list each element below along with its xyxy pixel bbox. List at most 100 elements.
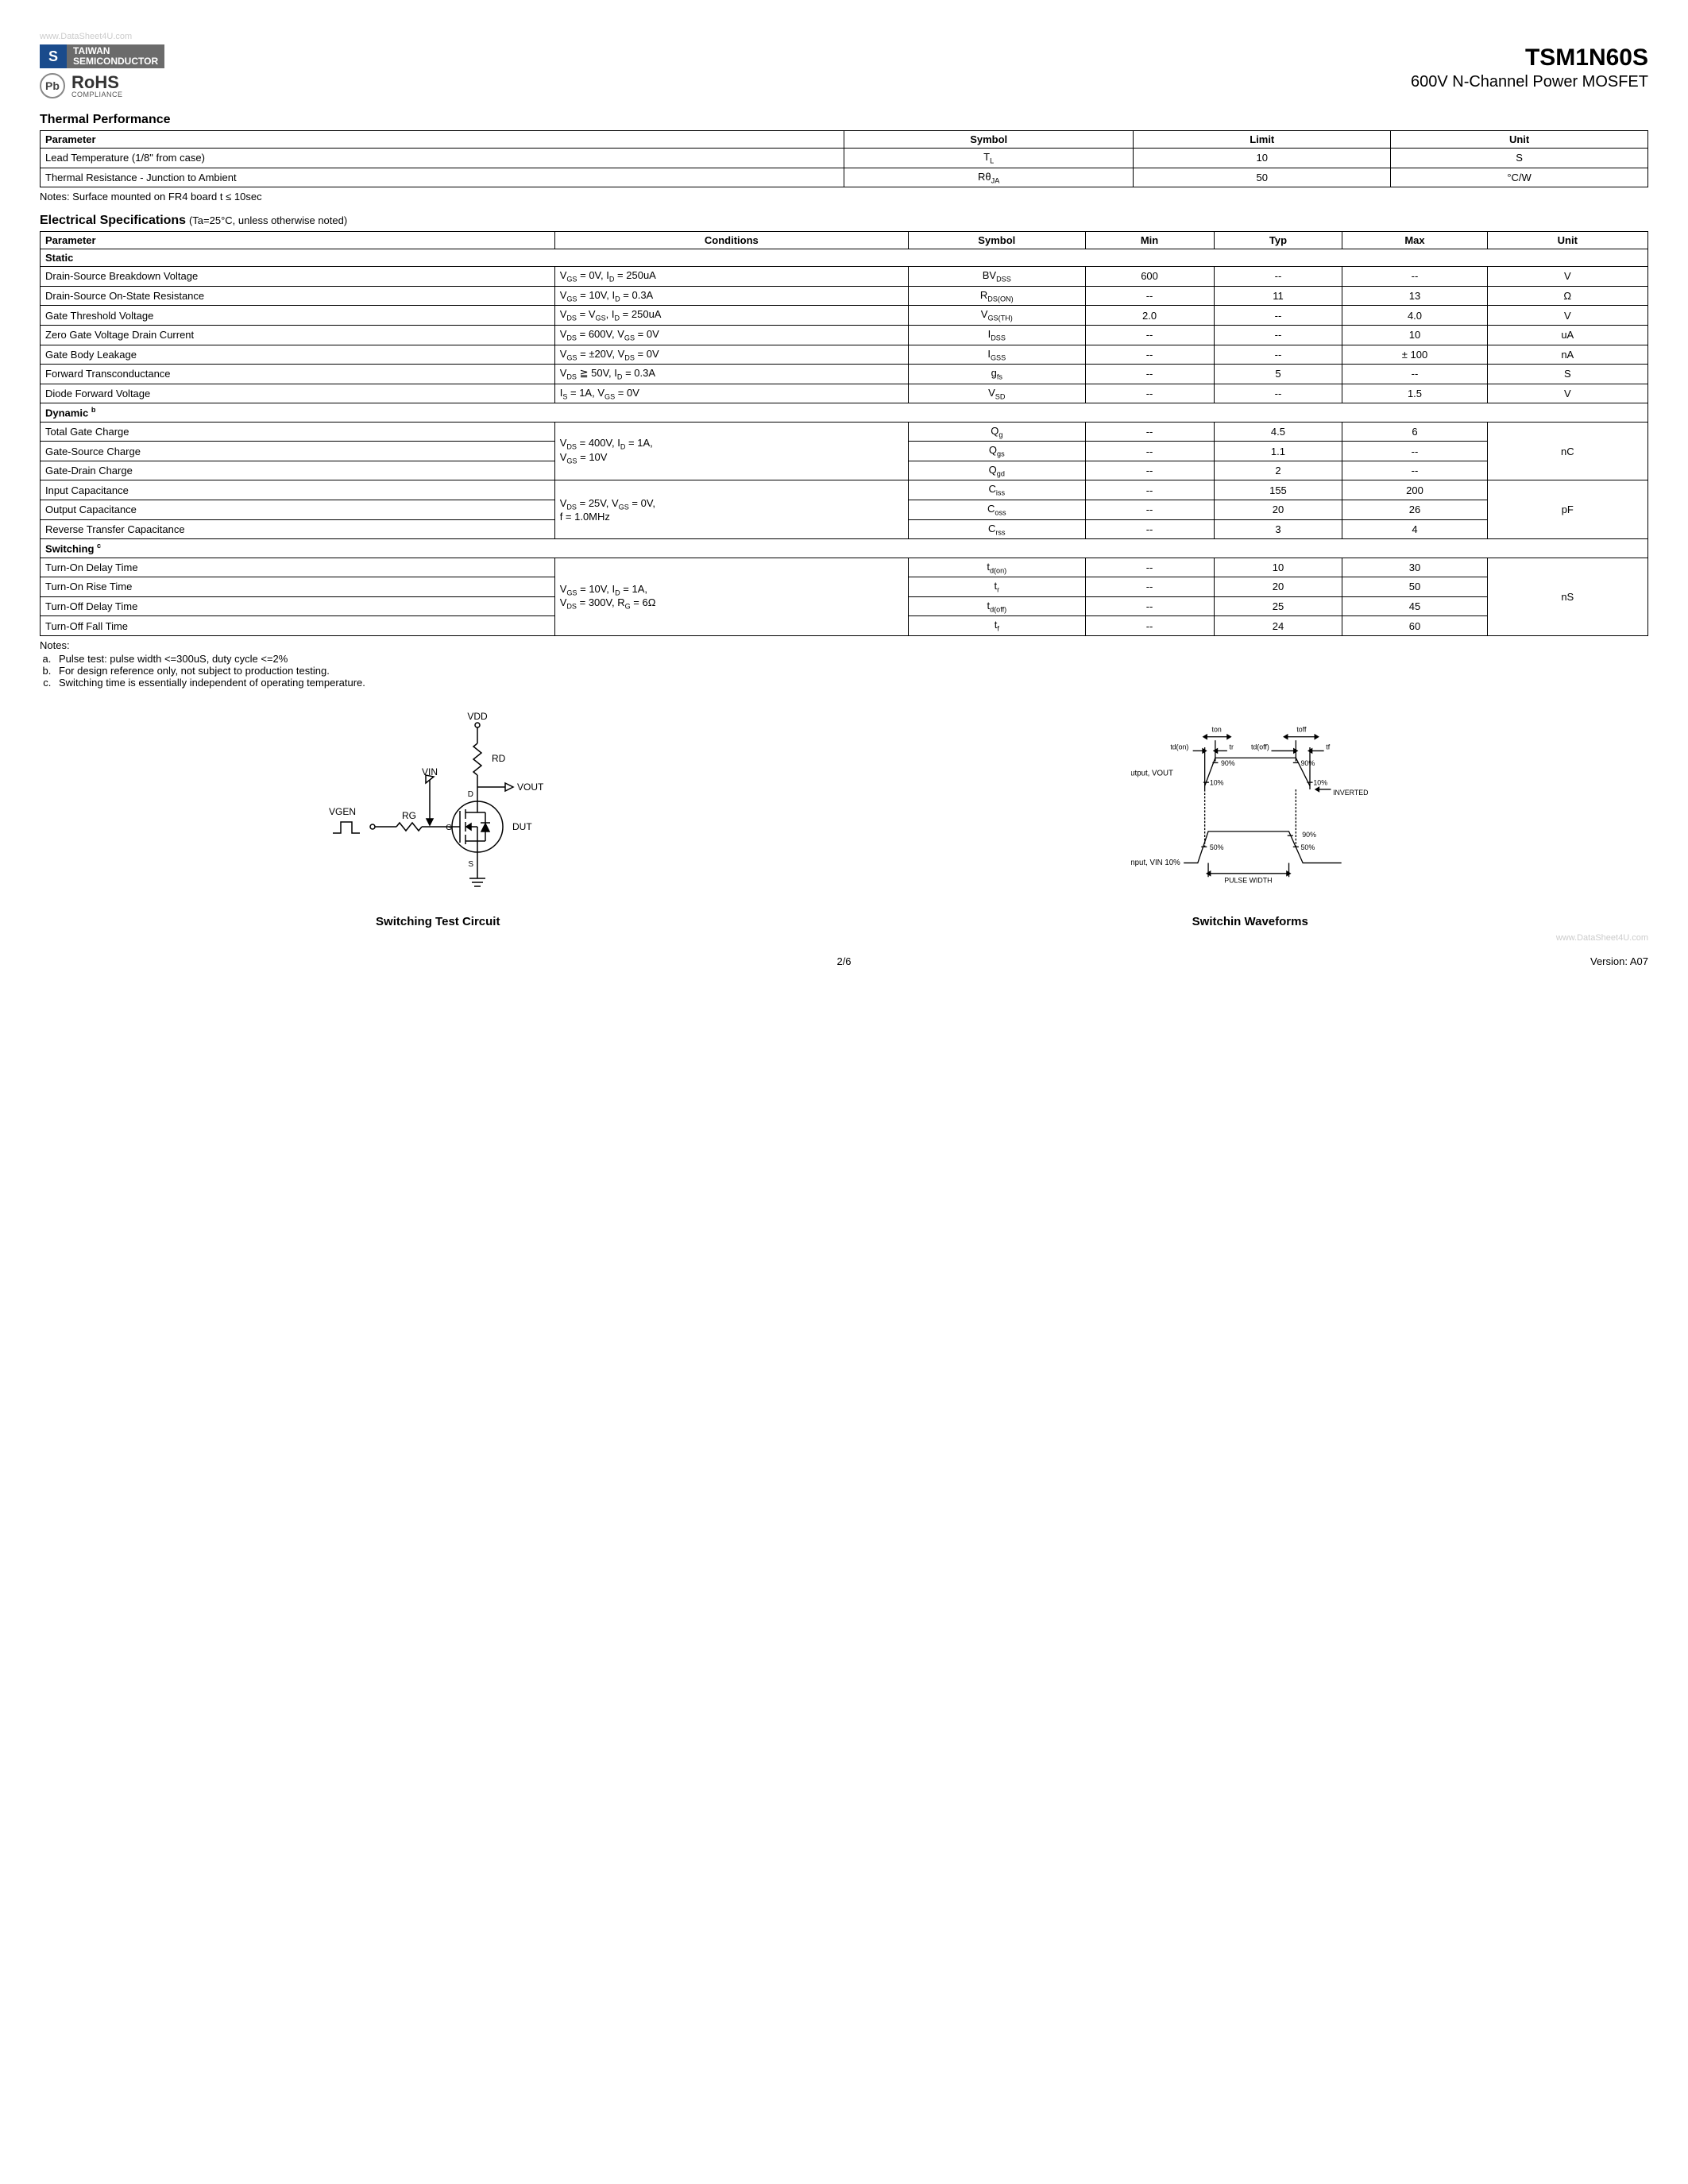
pb-icon: Pb bbox=[40, 73, 65, 98]
cell-typ: -- bbox=[1214, 267, 1342, 287]
cell-typ: 24 bbox=[1214, 616, 1342, 636]
ts-logo: S TAIWAN SEMICONDUCTOR bbox=[40, 44, 164, 68]
cell-typ: 4.5 bbox=[1214, 422, 1342, 442]
lbl-s: S bbox=[469, 860, 474, 869]
lbl-90a: 90% bbox=[1221, 759, 1235, 767]
group-row: Dynamic b bbox=[41, 403, 1648, 422]
cell-symbol: IDSS bbox=[908, 325, 1085, 345]
cell-unit: pF bbox=[1487, 480, 1647, 539]
cell-max: 45 bbox=[1342, 596, 1487, 616]
cell-symbol: tf bbox=[908, 616, 1085, 636]
cell-min: -- bbox=[1085, 461, 1214, 480]
th-unit: Unit bbox=[1487, 232, 1647, 249]
watermark-top: www.DataSheet4U.com bbox=[40, 32, 1648, 41]
table-row: Drain-Source On-State ResistanceVGS = 10… bbox=[41, 286, 1648, 306]
cell-cond: VDS = 600V, VGS = 0V bbox=[554, 325, 908, 345]
cell-symbol: VSD bbox=[908, 384, 1085, 403]
elec-heading-note: (Ta=25°C, unless otherwise noted) bbox=[189, 214, 347, 226]
cell-param: Turn-On Delay Time bbox=[41, 558, 555, 577]
cell-symbol: RθJA bbox=[844, 168, 1134, 187]
note-item: For design reference only, not subject t… bbox=[54, 665, 1648, 677]
cell-cond: VGS = 10V, ID = 1A,VDS = 300V, RG = 6Ω bbox=[554, 558, 908, 635]
cell-typ: 25 bbox=[1214, 596, 1342, 616]
table-row: Zero Gate Voltage Drain CurrentVDS = 600… bbox=[41, 325, 1648, 345]
table-row: Drain-Source Breakdown VoltageVGS = 0V, … bbox=[41, 267, 1648, 287]
cell-cond: VDS = 400V, ID = 1A,VGS = 10V bbox=[554, 422, 908, 480]
cell-cond: IS = 1A, VGS = 0V bbox=[554, 384, 908, 403]
watermark-bottom: www.DataSheet4U.com bbox=[40, 933, 1648, 943]
cell-param: Forward Transconductance bbox=[41, 365, 555, 384]
cell-symbol: gfs bbox=[908, 365, 1085, 384]
ts-mark-icon: S bbox=[40, 44, 67, 68]
lbl-10a: 10% bbox=[1210, 779, 1224, 787]
cell-unit: S bbox=[1391, 149, 1648, 168]
cell-symbol: RDS(ON) bbox=[908, 286, 1085, 306]
cell-unit: °C/W bbox=[1391, 168, 1648, 187]
group-name: Switching c bbox=[41, 539, 1648, 558]
cell-max: 6 bbox=[1342, 422, 1487, 442]
rohs-text: RoHS bbox=[71, 74, 123, 91]
cell-min: -- bbox=[1085, 596, 1214, 616]
waveform-caption: Switchin Waveforms bbox=[1131, 915, 1369, 928]
lbl-input: Input, VIN 10% bbox=[1131, 859, 1180, 867]
lbl-g: G bbox=[446, 824, 452, 832]
cell-typ: 1.1 bbox=[1214, 442, 1342, 461]
cell-min: -- bbox=[1085, 345, 1214, 365]
cell-symbol: td(off) bbox=[908, 596, 1085, 616]
cell-min: -- bbox=[1085, 384, 1214, 403]
note-item: Pulse test: pulse width <=300uS, duty cy… bbox=[54, 653, 1648, 665]
cell-param: Turn-On Rise Time bbox=[41, 577, 555, 597]
cell-typ: 3 bbox=[1214, 519, 1342, 539]
lbl-vgen: VGEN bbox=[329, 806, 356, 817]
cell-max: 200 bbox=[1342, 480, 1487, 500]
lbl-tdon: td(on) bbox=[1170, 743, 1188, 751]
th-max: Max bbox=[1342, 232, 1487, 249]
cell-max: ± 100 bbox=[1342, 345, 1487, 365]
cell-param: Output Capacitance bbox=[41, 500, 555, 520]
thermal-heading: Thermal Performance bbox=[40, 113, 1648, 127]
cell-symbol: Qg bbox=[908, 422, 1085, 442]
group-name: Static bbox=[41, 249, 1648, 267]
cell-param: Input Capacitance bbox=[41, 480, 555, 500]
cell-param: Gate Body Leakage bbox=[41, 345, 555, 365]
logo-block: S TAIWAN SEMICONDUCTOR Pb RoHS COMPLIANC… bbox=[40, 44, 164, 98]
cell-unit: S bbox=[1487, 365, 1647, 384]
cell-symbol: Qgd bbox=[908, 461, 1085, 480]
table-row: Gate Body LeakageVGS = ±20V, VDS = 0VIGS… bbox=[41, 345, 1648, 365]
elec-heading: Electrical Specifications bbox=[40, 214, 186, 227]
table-row: Turn-On Delay TimeVGS = 10V, ID = 1A,VDS… bbox=[41, 558, 1648, 577]
version: Version: A07 bbox=[1590, 955, 1648, 967]
cell-typ: 2 bbox=[1214, 461, 1342, 480]
lbl-output: Output, VOUT bbox=[1131, 769, 1173, 778]
cell-typ: -- bbox=[1214, 345, 1342, 365]
cell-cond: VGS = 0V, ID = 250uA bbox=[554, 267, 908, 287]
waveform-diagram: ton toff td(on) tr td(off) tf 90% 90% 10… bbox=[1131, 708, 1369, 928]
lbl-tdoff: td(off) bbox=[1251, 743, 1269, 751]
cell-min: -- bbox=[1085, 442, 1214, 461]
cell-typ: 5 bbox=[1214, 365, 1342, 384]
cell-max: -- bbox=[1342, 267, 1487, 287]
cell-symbol: VGS(TH) bbox=[908, 306, 1085, 326]
cell-limit: 50 bbox=[1134, 168, 1391, 187]
part-number: TSM1N60S bbox=[1411, 44, 1648, 71]
cell-typ: -- bbox=[1214, 384, 1342, 403]
cell-max: 1.5 bbox=[1342, 384, 1487, 403]
th-symbol: Symbol bbox=[908, 232, 1085, 249]
circuit-caption: Switching Test Circuit bbox=[319, 915, 557, 928]
table-row: Diode Forward VoltageIS = 1A, VGS = 0VVS… bbox=[41, 384, 1648, 403]
cell-max: 60 bbox=[1342, 616, 1487, 636]
cell-typ: 155 bbox=[1214, 480, 1342, 500]
table-row: Gate Threshold VoltageVDS = VGS, ID = 25… bbox=[41, 306, 1648, 326]
cell-min: -- bbox=[1085, 286, 1214, 306]
notes-block: Notes: Pulse test: pulse width <=300uS, … bbox=[40, 639, 1648, 689]
cell-param: Diode Forward Voltage bbox=[41, 384, 555, 403]
lbl-toff: toff bbox=[1296, 726, 1307, 734]
th-cond: Conditions bbox=[554, 232, 908, 249]
cell-unit: nC bbox=[1487, 422, 1647, 480]
cell-limit: 10 bbox=[1134, 149, 1391, 168]
cell-unit: uA bbox=[1487, 325, 1647, 345]
rohs-logo: Pb RoHS COMPLIANCE bbox=[40, 73, 164, 98]
cell-min: -- bbox=[1085, 616, 1214, 636]
cell-symbol: Ciss bbox=[908, 480, 1085, 500]
th-param: Parameter bbox=[41, 232, 555, 249]
